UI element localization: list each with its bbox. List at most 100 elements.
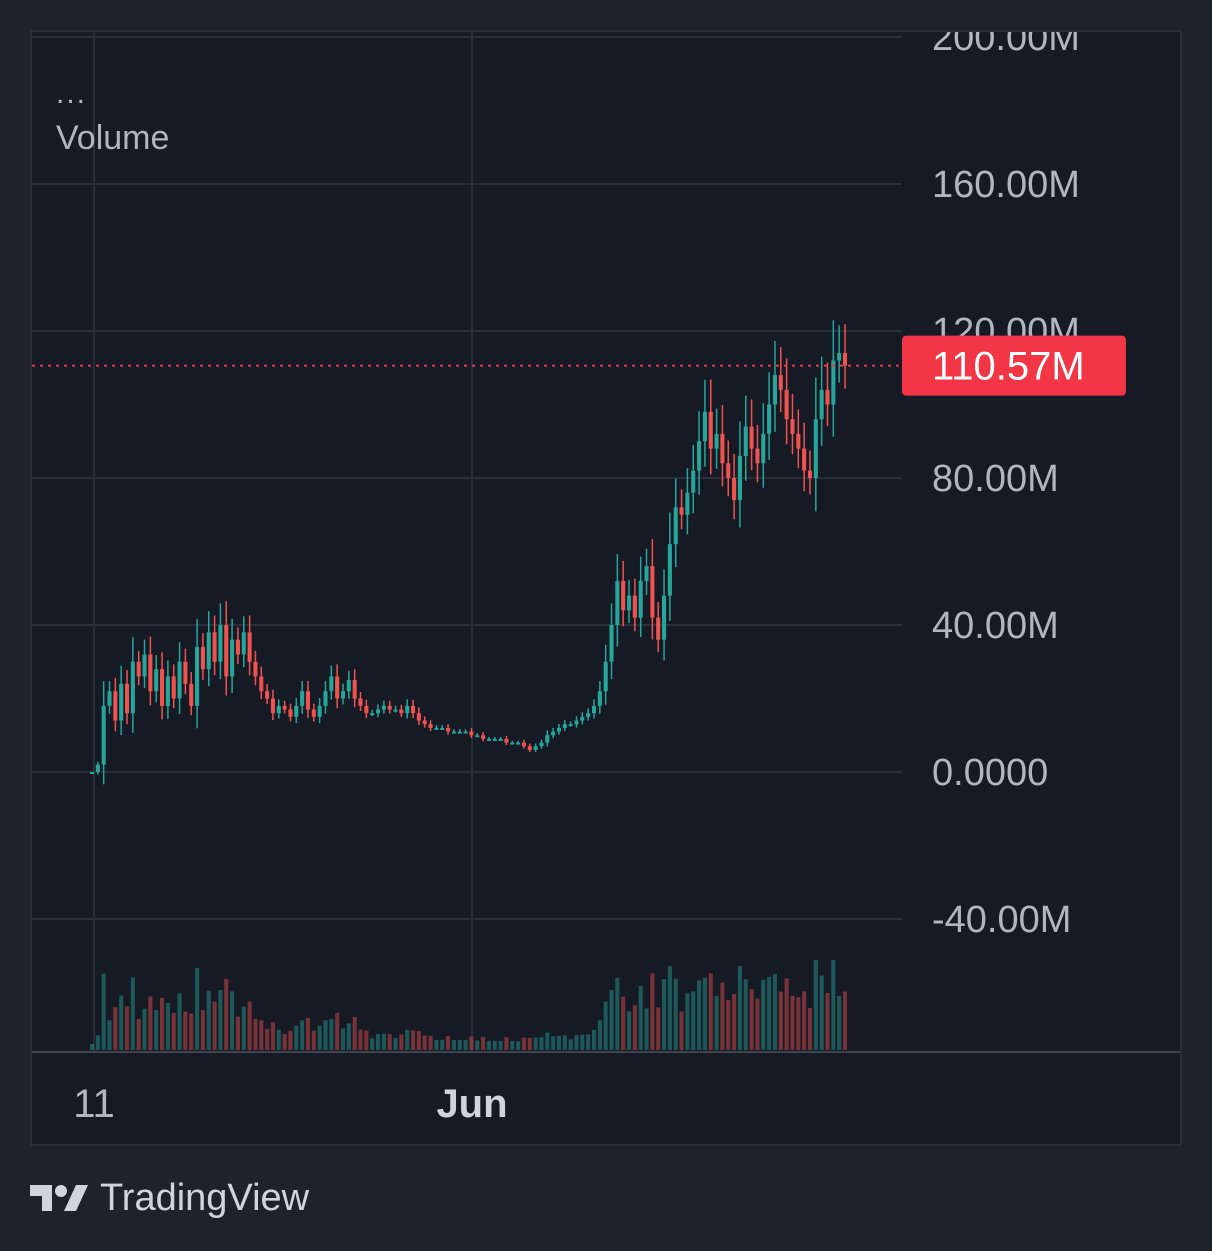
volume-bar: [282, 1034, 287, 1050]
volume-bar: [638, 985, 643, 1050]
candle-body: [732, 478, 737, 501]
candle-body: [813, 419, 818, 478]
candle-body: [230, 639, 235, 677]
legend-more-icon[interactable]: ...: [56, 77, 88, 110]
candle-body: [305, 691, 311, 710]
candle-body: [95, 764, 100, 772]
candle-body: [486, 738, 491, 741]
volume-bar: [446, 1036, 451, 1050]
candle-body: [837, 353, 842, 361]
volume-bar: [556, 1035, 562, 1050]
volume-bar: [842, 991, 848, 1050]
volume-bar: [580, 1034, 585, 1050]
candle-body: [597, 691, 602, 706]
volume-bar: [294, 1025, 299, 1050]
volume-bar: [165, 1002, 170, 1050]
volume-bar: [825, 993, 830, 1050]
candle-body: [463, 731, 468, 734]
candle-body: [679, 507, 684, 515]
volume-bar: [819, 975, 824, 1050]
volume-bar: [790, 995, 795, 1050]
volume-bar: [247, 1001, 252, 1050]
candle-body: [714, 433, 719, 449]
volume-bar: [463, 1040, 468, 1050]
candle-body: [621, 580, 626, 611]
candle-body: [270, 698, 275, 714]
candle-body: [136, 661, 141, 677]
volume-bar: [679, 1011, 684, 1050]
volume-bar: [609, 990, 614, 1050]
chart-frame[interactable]: 200.00M 160.00M 120.00M 80.00M 40.00M 0.0000-…: [30, 30, 1182, 1146]
candle-body: [107, 691, 112, 706]
volume-bar: [311, 1030, 316, 1050]
candle-body: [802, 448, 807, 471]
volume-bar: [662, 979, 667, 1050]
volume-bar: [411, 1030, 416, 1050]
candle-body: [603, 661, 608, 692]
volume-bar: [370, 1038, 375, 1050]
volume-bar: [486, 1040, 491, 1050]
volume-bar: [831, 960, 836, 1050]
candle-body: [825, 389, 830, 405]
volume-bar: [708, 973, 713, 1050]
candle-body: [241, 632, 246, 655]
volume-bar: [130, 977, 135, 1050]
candle-body: [685, 492, 690, 515]
volume-bar: [288, 1030, 293, 1050]
volume-bar: [767, 977, 772, 1050]
volume-bar: [568, 1039, 573, 1050]
candle-body: [422, 720, 427, 725]
candle-body: [317, 705, 322, 717]
volume-bar: [720, 982, 725, 1050]
volume-bar: [416, 1031, 421, 1050]
candle-body: [381, 705, 386, 710]
brand[interactable]: TradingView: [30, 1170, 309, 1226]
volume-bar: [270, 1022, 275, 1050]
volume-bar: [113, 1007, 118, 1050]
volume-bar: [726, 1000, 731, 1050]
volume-bar: [124, 1006, 130, 1050]
volume-bar: [521, 1037, 526, 1050]
candle-body: [662, 595, 667, 640]
volume-bar: [492, 1040, 497, 1050]
volume-bar: [434, 1039, 439, 1050]
volume-bar: [481, 1036, 486, 1050]
volume-bar: [154, 1010, 159, 1050]
candle-body: [451, 731, 456, 734]
volume-bar: [405, 1029, 410, 1050]
volume-bar: [591, 1029, 597, 1050]
volume-bar: [241, 1006, 246, 1050]
x-axis-tick-label: Jun: [436, 1082, 507, 1126]
candlestick-chart[interactable]: 200.00M160.00M120.00M80.00M40.00M0.0000-…: [32, 32, 1182, 1146]
candle-body: [130, 661, 135, 714]
volume-bar: [230, 991, 235, 1050]
candle-body: [586, 713, 591, 717]
volume-bar: [796, 997, 801, 1050]
candle-body: [416, 713, 421, 721]
volume-bar: [235, 1016, 240, 1050]
candle-body: [428, 724, 433, 728]
candle-body: [656, 617, 661, 640]
volume-bar: [510, 1041, 515, 1050]
volume-bar: [375, 1034, 381, 1050]
volume-bar: [597, 1020, 602, 1050]
candle-body: [352, 680, 357, 699]
volume-bar: [621, 996, 626, 1050]
volume-bar: [732, 994, 737, 1050]
candle-body: [440, 727, 445, 730]
candle-body: [667, 544, 672, 596]
candle-body: [842, 353, 848, 366]
volume-bar: [697, 980, 702, 1050]
candle-body: [370, 713, 375, 716]
candle-body: [796, 433, 801, 449]
y-axis-tick-label: 0.0000: [932, 752, 1048, 794]
candle-body: [218, 625, 223, 662]
volume-bar: [685, 993, 690, 1050]
candle-body: [206, 632, 211, 670]
candle-body: [644, 566, 649, 581]
candle-body: [124, 683, 130, 714]
candle-body: [761, 433, 766, 464]
volume-bar: [615, 977, 620, 1050]
volume-bar: [545, 1032, 550, 1050]
volume-bar: [422, 1035, 427, 1050]
